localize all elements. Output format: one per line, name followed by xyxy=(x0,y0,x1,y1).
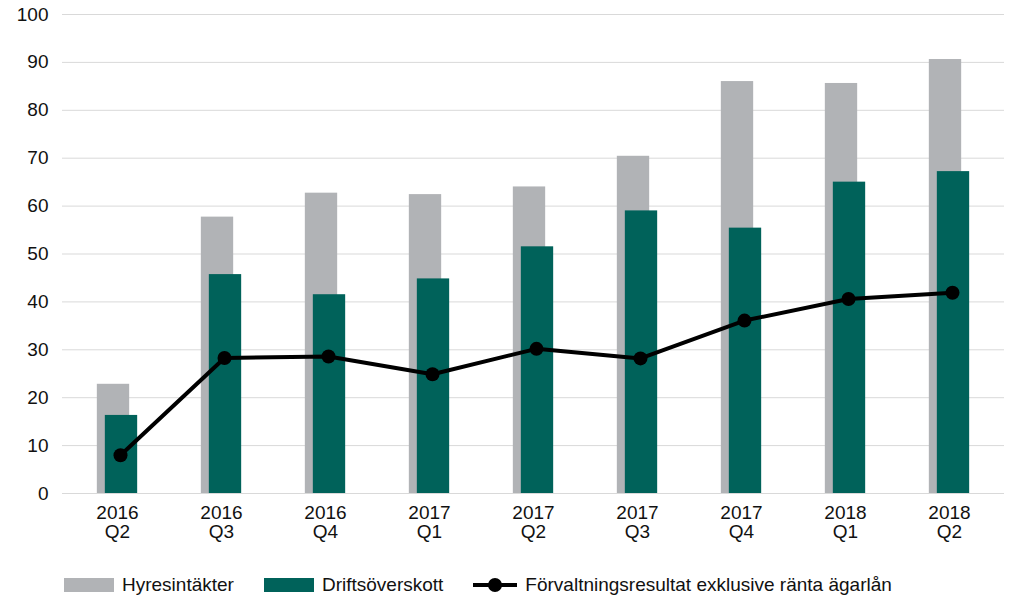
html-text:Hyresintäkter: Hyresintäkter xyxy=(122,574,234,595)
svg-text:2016Q3: 2016Q3 xyxy=(200,502,242,542)
svg-text:30: 30 xyxy=(27,339,48,360)
svg-text:70: 70 xyxy=(27,147,48,168)
svg-text:2017Q2: 2017Q2 xyxy=(512,502,554,542)
svg-text:2017Q3: 2017Q3 xyxy=(616,502,658,542)
svg-text:90: 90 xyxy=(27,51,48,72)
svg-text:0: 0 xyxy=(38,483,49,504)
svg-text:10: 10 xyxy=(27,435,48,456)
svg-text:100: 100 xyxy=(17,4,49,25)
svg-text:2018Q1: 2018Q1 xyxy=(824,502,866,542)
svg-text:2018Q2: 2018Q2 xyxy=(928,502,970,542)
svg-text:2017Q1: 2017Q1 xyxy=(408,502,450,542)
html-text:Förvaltningsresultat exklusive: Förvaltningsresultat exklusive ränta äga… xyxy=(525,574,892,595)
svg-text:2016Q4: 2016Q4 xyxy=(304,502,346,542)
svg-text:40: 40 xyxy=(27,291,48,312)
svg-text:2017Q4: 2017Q4 xyxy=(720,502,762,542)
svg-text:80: 80 xyxy=(27,99,48,120)
svg-text:2016Q2: 2016Q2 xyxy=(96,502,138,542)
svg-text:60: 60 xyxy=(27,195,48,216)
html-text:Driftsöverskott: Driftsöverskott xyxy=(321,574,444,595)
svg-text:50: 50 xyxy=(27,243,48,264)
svg-text:20: 20 xyxy=(27,387,48,408)
